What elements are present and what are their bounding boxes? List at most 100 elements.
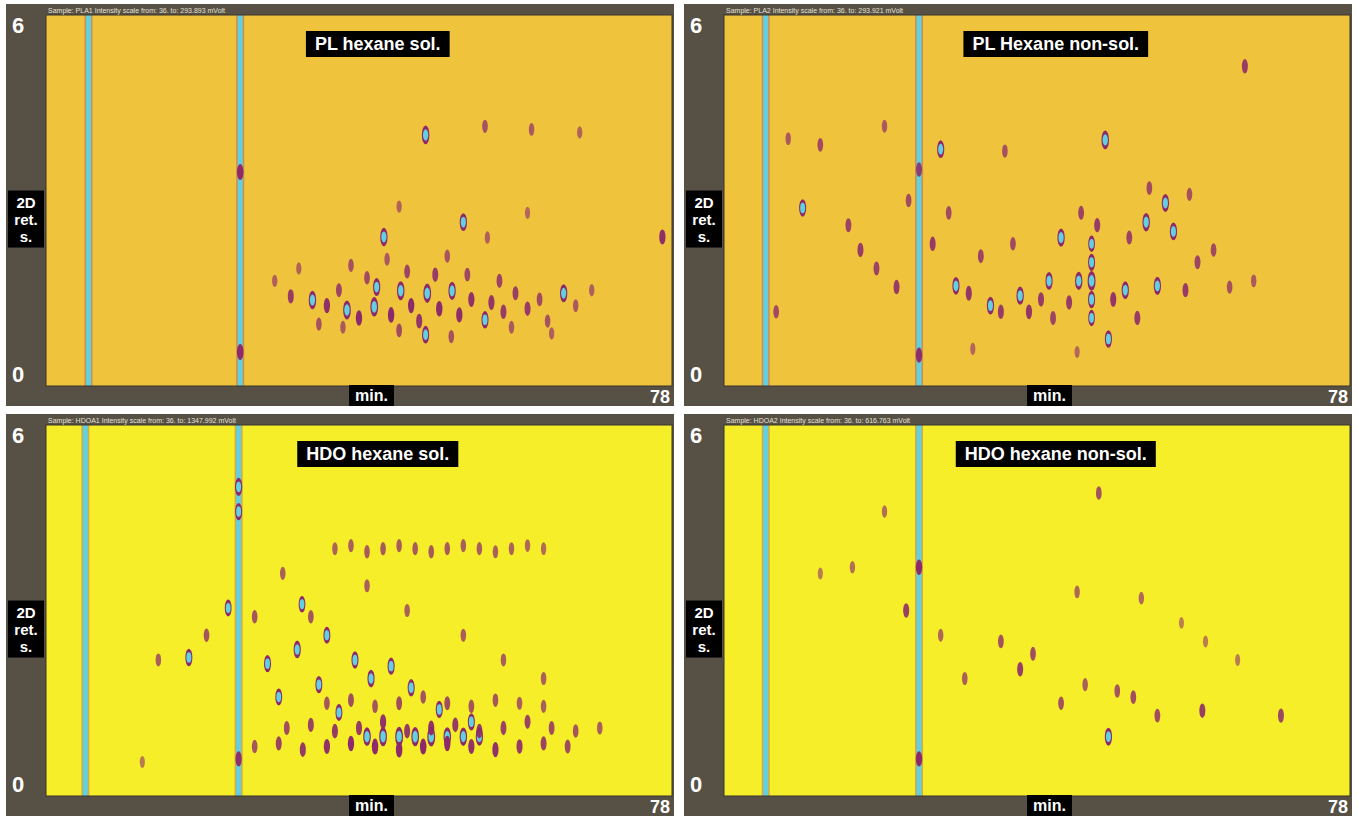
spot-body bbox=[397, 281, 405, 300]
spot-body bbox=[1199, 703, 1205, 718]
spot-body bbox=[445, 250, 451, 263]
spot bbox=[500, 305, 506, 319]
spot bbox=[445, 250, 451, 263]
spot bbox=[1147, 181, 1153, 195]
spot-body bbox=[356, 310, 362, 325]
spot bbox=[946, 206, 952, 220]
spot bbox=[952, 277, 959, 295]
spot bbox=[316, 318, 322, 331]
spot-body bbox=[1038, 292, 1044, 306]
spot-body bbox=[460, 727, 467, 745]
spot-body bbox=[541, 542, 546, 555]
spot-body bbox=[420, 690, 426, 704]
spot-peak bbox=[398, 285, 403, 296]
spot-body bbox=[1114, 684, 1120, 698]
y-axis-label-line: 2D bbox=[694, 604, 713, 621]
spot-body bbox=[324, 298, 330, 313]
spot-body bbox=[573, 299, 578, 312]
spot-peak bbox=[1155, 280, 1160, 291]
spot-peak bbox=[300, 599, 305, 609]
spot bbox=[235, 503, 242, 520]
spot-peak bbox=[186, 652, 191, 662]
spot-body bbox=[916, 560, 922, 575]
spot-body bbox=[156, 653, 162, 666]
spot bbox=[497, 274, 503, 288]
spot-body bbox=[372, 700, 378, 714]
spot-body bbox=[444, 542, 450, 555]
spot-body bbox=[436, 701, 443, 718]
spot bbox=[468, 713, 475, 730]
streak-halo bbox=[81, 425, 89, 796]
spot bbox=[296, 262, 301, 274]
spot-body bbox=[461, 629, 467, 642]
spot bbox=[1251, 274, 1256, 287]
spot-body bbox=[1110, 292, 1116, 307]
spot bbox=[348, 693, 354, 707]
spot bbox=[500, 721, 506, 735]
spot-body bbox=[237, 164, 244, 180]
spot-peak bbox=[1089, 239, 1094, 249]
spot-peak bbox=[295, 644, 300, 655]
spot bbox=[396, 539, 402, 552]
streak-halo bbox=[85, 15, 93, 386]
spot-body bbox=[1251, 274, 1256, 287]
spot bbox=[1179, 617, 1184, 629]
spot-body bbox=[1211, 243, 1217, 257]
spot bbox=[364, 579, 370, 592]
spot bbox=[1278, 709, 1284, 723]
streak bbox=[235, 425, 243, 796]
streak bbox=[236, 15, 244, 386]
streak bbox=[915, 425, 923, 796]
spot bbox=[541, 542, 546, 555]
spot-body bbox=[444, 696, 450, 710]
spot-peak bbox=[425, 287, 430, 299]
spot bbox=[299, 596, 306, 613]
x-axis-label: min. bbox=[1033, 797, 1066, 814]
spot-body bbox=[235, 503, 242, 520]
spot-body bbox=[930, 237, 936, 251]
spot bbox=[1187, 188, 1193, 201]
spot bbox=[1154, 709, 1160, 723]
spot-body bbox=[468, 713, 475, 730]
spot bbox=[1182, 283, 1188, 297]
spot-body bbox=[1088, 310, 1095, 326]
spot-body bbox=[817, 138, 823, 152]
spot-body bbox=[388, 657, 395, 674]
spot bbox=[308, 610, 314, 624]
spot-body bbox=[1075, 272, 1082, 290]
spot bbox=[488, 295, 494, 310]
spot-body bbox=[492, 742, 498, 757]
spot-body bbox=[1088, 254, 1095, 271]
spot-body bbox=[348, 539, 354, 552]
spot bbox=[356, 310, 362, 325]
spot-body bbox=[284, 721, 290, 735]
spot bbox=[449, 330, 455, 343]
spot-body bbox=[937, 140, 944, 158]
y-axis-label: 2Dret.s. bbox=[692, 604, 715, 655]
spot bbox=[1057, 228, 1064, 246]
y-axis-label-line: ret. bbox=[692, 211, 715, 228]
spot-body bbox=[874, 262, 880, 276]
spot bbox=[1122, 281, 1129, 299]
y-tick-label: 6 bbox=[690, 423, 702, 448]
spot-body bbox=[573, 724, 579, 738]
spot-body bbox=[906, 194, 912, 208]
spot-body bbox=[1016, 287, 1023, 305]
spot-body bbox=[423, 284, 431, 303]
spot bbox=[412, 542, 418, 555]
spot bbox=[573, 299, 578, 312]
spot-body bbox=[397, 201, 402, 213]
spot-body bbox=[1082, 678, 1088, 691]
spot-body bbox=[525, 539, 530, 552]
spot bbox=[845, 218, 851, 232]
spot bbox=[537, 293, 543, 307]
panel-title: HDO hexane sol. bbox=[306, 444, 449, 464]
streak bbox=[81, 425, 89, 796]
spot-body bbox=[493, 693, 499, 707]
spot bbox=[380, 542, 386, 555]
spot bbox=[315, 676, 322, 693]
spot bbox=[1110, 292, 1116, 307]
spot bbox=[380, 228, 387, 246]
spot-body bbox=[335, 704, 342, 721]
spot bbox=[396, 742, 402, 758]
